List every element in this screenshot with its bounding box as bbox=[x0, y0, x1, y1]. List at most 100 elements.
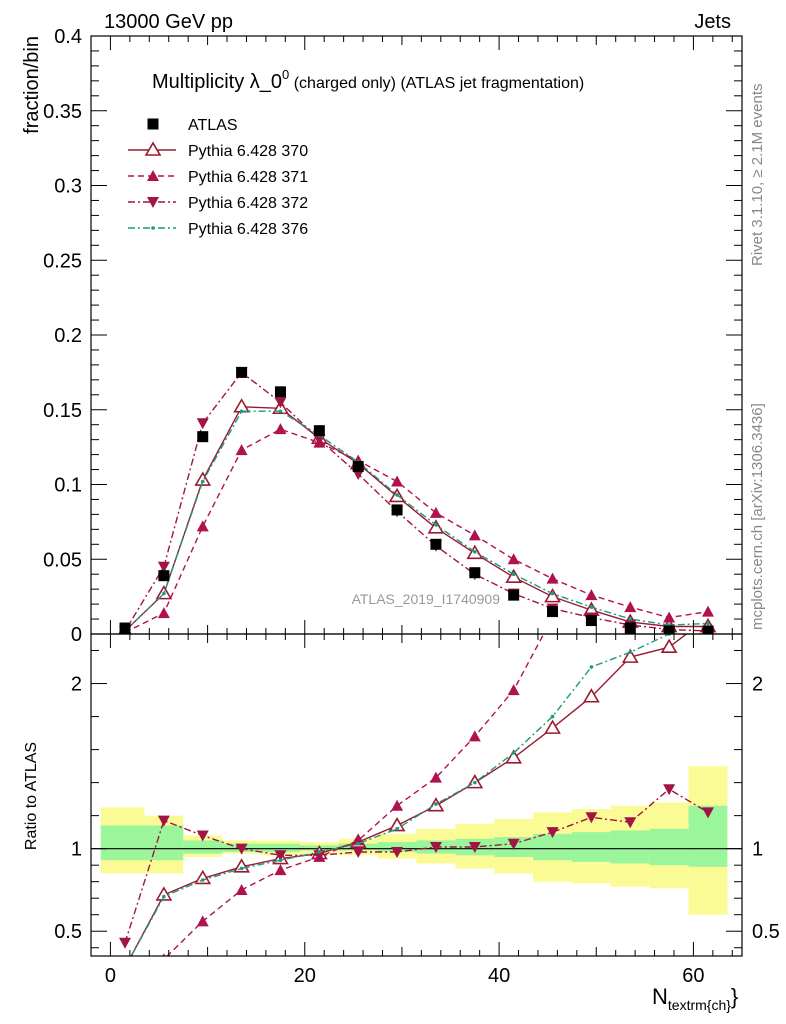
ratio-p372-point bbox=[507, 838, 520, 850]
ratio-p372-point bbox=[235, 843, 248, 855]
analysis-watermark: ATLAS_2019_I1740909 bbox=[352, 591, 501, 607]
ratio-p372-point bbox=[196, 830, 209, 842]
top-p376-point bbox=[550, 591, 555, 596]
top-p371-point bbox=[196, 520, 209, 532]
legend-marker bbox=[151, 226, 155, 230]
ratio-p372-point bbox=[429, 842, 442, 854]
top-data-point bbox=[391, 504, 403, 516]
top-data-point bbox=[508, 589, 520, 601]
band-inner bbox=[144, 825, 184, 861]
top-p376-point bbox=[472, 549, 477, 554]
ratio-y-tick-label: 2 bbox=[71, 674, 82, 696]
header-right: Jets bbox=[694, 11, 731, 33]
top-p376-point bbox=[239, 409, 244, 414]
ratio-p371-point bbox=[507, 684, 520, 696]
top-data-point bbox=[430, 538, 442, 550]
band-inner bbox=[261, 843, 300, 852]
top-p376-point bbox=[395, 493, 399, 497]
ratio-p371-point bbox=[119, 978, 131, 989]
ratio-p370-point bbox=[194, 869, 212, 885]
ratio-p372-point bbox=[663, 784, 676, 796]
ratio-p371-point bbox=[429, 771, 442, 783]
legend-marker bbox=[147, 118, 159, 130]
top-data-point bbox=[274, 386, 286, 398]
ratio-p376-point bbox=[123, 966, 127, 970]
top-p376-point bbox=[278, 409, 283, 414]
mcplots-label: mcplots.cern.ch [arXiv:1306.3436] bbox=[749, 403, 766, 630]
top-p371-line bbox=[124, 428, 709, 634]
band-inner bbox=[649, 828, 689, 866]
top-data-point bbox=[469, 567, 481, 579]
ratio-p370-point bbox=[155, 886, 173, 901]
ratio-p372-point bbox=[119, 937, 132, 949]
legend-label: Pythia 6.428 372 bbox=[188, 195, 308, 212]
top-p370-line bbox=[124, 406, 708, 632]
ratio-p370-point bbox=[544, 719, 561, 734]
top-data-point bbox=[547, 606, 559, 618]
header-left: 13000 GeV pp bbox=[104, 11, 233, 33]
top-p371-point bbox=[507, 553, 520, 565]
ratio-p371-point bbox=[235, 883, 248, 895]
top-y-tick-label: 0.2 bbox=[54, 325, 82, 347]
legend-label: Pythia 6.428 371 bbox=[188, 169, 308, 186]
ratio-p370-point bbox=[621, 648, 639, 663]
ratio-p376-point bbox=[239, 866, 244, 871]
ratio-p376-point bbox=[395, 827, 399, 831]
x-tick-label: 40 bbox=[488, 965, 510, 987]
top-p370-point bbox=[427, 519, 445, 534]
top-p371-point bbox=[585, 589, 598, 601]
top-p370-point bbox=[194, 471, 212, 486]
plot-title: Multiplicity λ_00 (charged only) (ATLAS … bbox=[152, 67, 584, 93]
ratio-y-tick-label: 0.5 bbox=[54, 921, 82, 943]
bottom-frame bbox=[90, 633, 743, 957]
ratio-p371-point bbox=[624, 430, 636, 441]
ratio-p371-point bbox=[162, 953, 166, 956]
legend-marker bbox=[147, 170, 159, 181]
band-inner bbox=[183, 840, 223, 854]
legend-label: Pythia 6.428 376 bbox=[188, 221, 308, 238]
band-inner bbox=[610, 830, 650, 864]
ratio-p371-point bbox=[196, 915, 209, 927]
top-p376-point bbox=[511, 572, 516, 576]
x-tick-label: 0 bbox=[105, 965, 116, 987]
ratio-p376-point bbox=[706, 599, 710, 603]
bottom-xlabel: Ntextrm{ch}} bbox=[652, 984, 738, 1013]
xlabel-main: N bbox=[652, 984, 668, 1009]
ratio-p371-point bbox=[585, 529, 597, 540]
top-p372-line bbox=[124, 371, 709, 632]
ratio-p372-line bbox=[124, 788, 709, 944]
top-p371-point bbox=[468, 529, 481, 541]
top-p376-point bbox=[706, 621, 710, 626]
top-data-point bbox=[585, 615, 597, 627]
ratio-p376-point bbox=[589, 665, 594, 669]
top-data-point bbox=[158, 570, 170, 582]
plot-title-tail: (charged only) (ATLAS jet fragmentation) bbox=[289, 75, 584, 92]
top-p372-point bbox=[196, 418, 209, 430]
ratio-p370-point bbox=[583, 688, 600, 703]
ratio-p371-point bbox=[391, 799, 404, 811]
plot-title-main: Multiplicity λ_0 bbox=[152, 71, 282, 93]
ratio-p371-point bbox=[663, 347, 675, 358]
ratio-p372-point bbox=[585, 812, 598, 824]
top-p371-point bbox=[274, 423, 287, 435]
top-p376-point bbox=[434, 523, 438, 527]
ratio-p372-point bbox=[468, 842, 481, 854]
legend-marker bbox=[144, 141, 162, 156]
ratio-p376-point bbox=[317, 850, 322, 854]
top-p371-point bbox=[235, 444, 248, 456]
ratio-p376-point bbox=[434, 802, 438, 806]
ratio-p376-point bbox=[628, 650, 633, 654]
top-p371-point bbox=[391, 475, 404, 487]
top-p370-point bbox=[544, 588, 561, 603]
ratio-p372-point bbox=[546, 827, 559, 839]
plot-title-sup: 0 bbox=[282, 67, 289, 82]
ratio-y-tick-label-right: 2 bbox=[752, 674, 763, 696]
top-p376-point bbox=[589, 605, 594, 609]
top-y-tick-label: 0 bbox=[71, 624, 82, 646]
ratio-y-tick-label-right: 1 bbox=[752, 839, 763, 861]
ratio-p376-line bbox=[130, 634, 671, 956]
top-p371-point bbox=[663, 611, 676, 623]
x-tick-label: 60 bbox=[682, 965, 704, 987]
top-y-tick-label: 0.3 bbox=[54, 176, 82, 198]
